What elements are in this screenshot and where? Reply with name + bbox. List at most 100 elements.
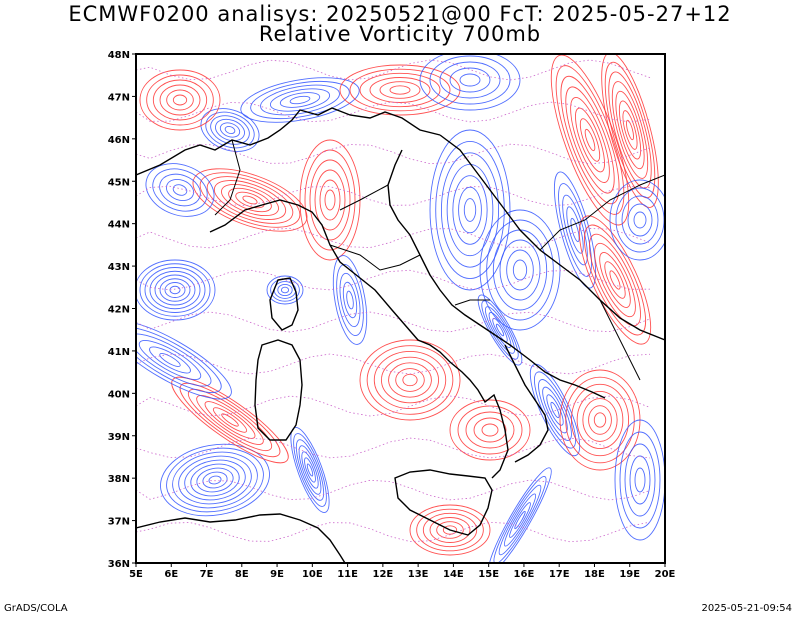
negative-vorticity-contour [570, 217, 580, 243]
positive-vorticity-contour [139, 69, 221, 131]
positive-vorticity-contour [179, 382, 281, 458]
negative-vorticity-contour [495, 323, 505, 337]
positive-vorticity-contour [192, 168, 308, 232]
positive-vorticity-contour [349, 68, 451, 112]
positive-vorticity-contour [314, 169, 346, 231]
positive-vorticity-contour [565, 86, 615, 194]
negative-vorticity-contour [208, 475, 222, 485]
negative-vorticity-contour [289, 95, 311, 105]
negative-vorticity-contour [165, 179, 195, 201]
positive-vorticity-contour [604, 61, 656, 199]
positive-vorticity-contour [409, 504, 491, 556]
positive-vorticity-contour [622, 110, 638, 150]
coastline-italy-east [387, 149, 606, 399]
negative-vorticity-contour [219, 122, 241, 138]
y-tick-label: 37N [108, 517, 130, 528]
negative-vorticity-contour [205, 111, 255, 149]
positive-vorticity-contour [395, 368, 425, 392]
positive-vorticity-contour [578, 215, 652, 345]
positive-vorticity-contour [593, 412, 607, 428]
negative-vorticity-contour [627, 203, 653, 237]
y-tick-label: 41N [108, 347, 130, 358]
negative-vorticity-contour [463, 198, 477, 222]
positive-vorticity-contour [584, 128, 596, 152]
coastlines [136, 107, 665, 563]
positive-vorticity-contour [152, 79, 208, 121]
positive-vorticity-contour [588, 405, 612, 435]
positive-vorticity-contour [304, 149, 356, 251]
positive-vorticity-contour [601, 54, 659, 208]
negative-vorticity-contour [277, 283, 293, 297]
x-tick-label: 5E [129, 569, 143, 580]
negative-vorticity-contour [459, 73, 481, 87]
positive-vorticity-contour [465, 411, 515, 449]
positive-vorticity-contour [359, 72, 441, 108]
footer-software: GrADS/COLA [4, 603, 68, 614]
coastline-sardinia [254, 339, 303, 441]
x-tick-label: 10E [302, 569, 323, 580]
negative-vorticity-contour [138, 340, 202, 380]
positive-vorticity-contour [146, 74, 214, 126]
y-tick-label: 38N [108, 474, 130, 485]
positive-vorticity-contour [159, 84, 201, 116]
zero-contour [136, 395, 651, 417]
negative-vorticity-contour [293, 433, 327, 507]
positive-vorticity-contour [560, 75, 620, 205]
negative-vorticity-contour [190, 463, 240, 497]
y-tick-label: 44N [108, 220, 130, 231]
positive-vorticity-contour [618, 100, 642, 160]
negative-vorticity-contour [160, 443, 270, 517]
y-tick-label: 48N [108, 50, 130, 61]
negative-vorticity-contour [503, 493, 537, 547]
positive-vorticity-contour [388, 362, 432, 398]
negative-vorticity-contour [514, 510, 526, 530]
positive-vorticity-contour [570, 97, 610, 183]
coastline-calabria [504, 344, 549, 463]
negative-vorticity-contour [619, 431, 661, 529]
positive-vorticity-contour [389, 85, 411, 95]
y-tick-label: 42N [108, 305, 130, 316]
negative-vorticity-contour [149, 346, 191, 374]
positive-vorticity-contour [221, 413, 239, 427]
positive-vorticity-contour [583, 224, 647, 336]
negative-vorticity-contour [279, 92, 321, 108]
coastline-north-africa [136, 513, 346, 563]
negative-vorticity-contour [159, 173, 201, 207]
negative-vorticity-contour [346, 290, 354, 310]
border-lines [214, 139, 665, 381]
negative-vorticity-contour [449, 67, 491, 93]
x-tick-label: 13E [408, 569, 429, 580]
positive-vorticity-contour [359, 339, 461, 421]
positive-vorticity-contour [416, 508, 484, 552]
zero-contour [136, 311, 651, 333]
negative-vorticity-contour [339, 272, 361, 328]
negative-vorticity-contour [621, 195, 659, 245]
positive-vorticity-contour [369, 77, 431, 103]
negative-vorticity-contour [614, 419, 665, 541]
positive-vorticity-contour [212, 407, 248, 433]
negative-vorticity-contour [458, 186, 482, 234]
negative-vorticity-contour [550, 401, 560, 419]
negative-vorticity-contour [342, 281, 358, 319]
negative-vorticity-contour [149, 270, 201, 310]
negative-vorticity-contour [488, 467, 552, 563]
negative-vorticity-contour [159, 353, 181, 367]
negative-vorticity-contour [440, 152, 500, 268]
negative-vorticity-contour [506, 249, 534, 291]
y-tick-label: 39N [108, 432, 130, 443]
negative-vorticity-contour [629, 455, 651, 505]
map-subtitle: Relative Vorticity 700mb [258, 22, 542, 46]
map-title: ECMWF0200 analisys: 20250521@00 FcT: 202… [68, 2, 732, 26]
zero-contour [136, 269, 651, 291]
negative-vorticity-contour [154, 274, 196, 306]
positive-vorticity-contour [594, 242, 636, 318]
negative-vorticity-contour [159, 278, 191, 302]
negative-vorticity-contour [488, 312, 512, 348]
positive-vorticity-contour [366, 345, 454, 415]
negative-vorticity-contour [196, 467, 234, 493]
coastline-sicily [394, 469, 493, 536]
positive-vorticity-contour [449, 399, 531, 461]
positive-vorticity-contour [599, 252, 631, 308]
x-tick-label: 12E [372, 569, 393, 580]
negative-vorticity-contour [492, 317, 508, 343]
